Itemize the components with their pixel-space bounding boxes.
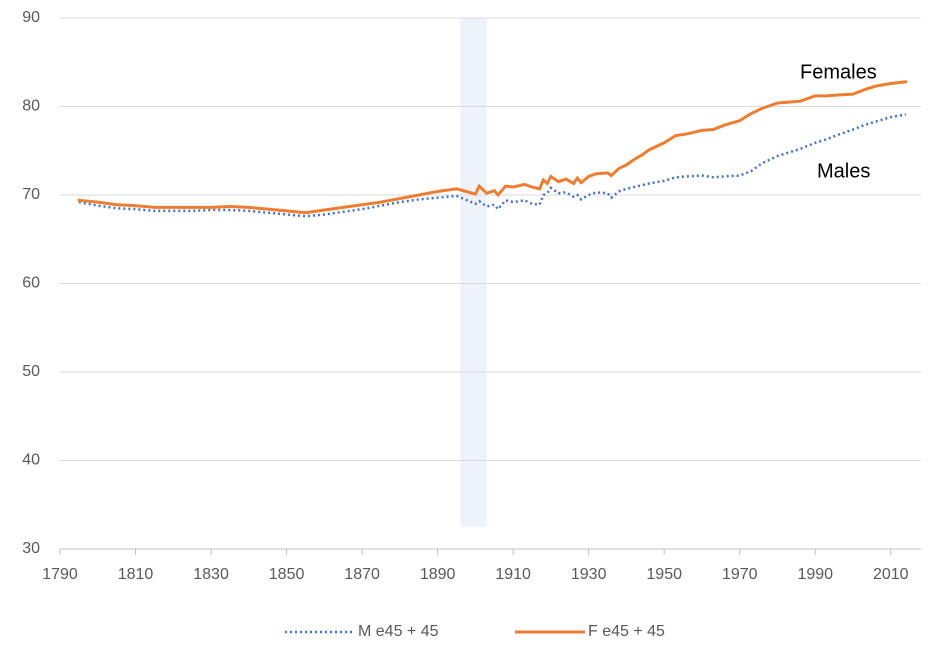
- x-tick-label: 1990: [797, 566, 833, 583]
- x-tick-label: 2010: [873, 566, 909, 583]
- legend-label: M e45 + 45: [358, 623, 439, 640]
- y-tick-label: 60: [22, 275, 40, 292]
- data-line: [77, 80, 908, 215]
- x-tick-label: 1950: [646, 566, 682, 583]
- y-tick-label: 40: [22, 452, 40, 469]
- x-tick-label: 1790: [42, 566, 78, 583]
- x-tick-label: 1910: [495, 566, 531, 583]
- x-tick-label: 1930: [571, 566, 607, 583]
- x-tick-label: 1970: [722, 566, 758, 583]
- annotation: Females: [800, 61, 877, 83]
- y-tick-label: 70: [22, 186, 40, 203]
- x-tick-label: 1850: [269, 566, 305, 583]
- x-tick-label: 1810: [118, 566, 154, 583]
- shaded-period: [460, 18, 487, 527]
- y-tick-label: 30: [22, 540, 40, 557]
- x-tick-label: 1890: [420, 566, 456, 583]
- y-tick-label: 50: [22, 363, 40, 380]
- legend-label: F e45 + 45: [588, 623, 665, 640]
- y-tick-label: 80: [22, 98, 40, 115]
- data-line: [78, 113, 907, 218]
- x-tick-label: 1830: [193, 566, 229, 583]
- x-tick-label: 1870: [344, 566, 380, 583]
- y-tick-label: 90: [22, 9, 40, 26]
- annotation: Males: [817, 160, 870, 182]
